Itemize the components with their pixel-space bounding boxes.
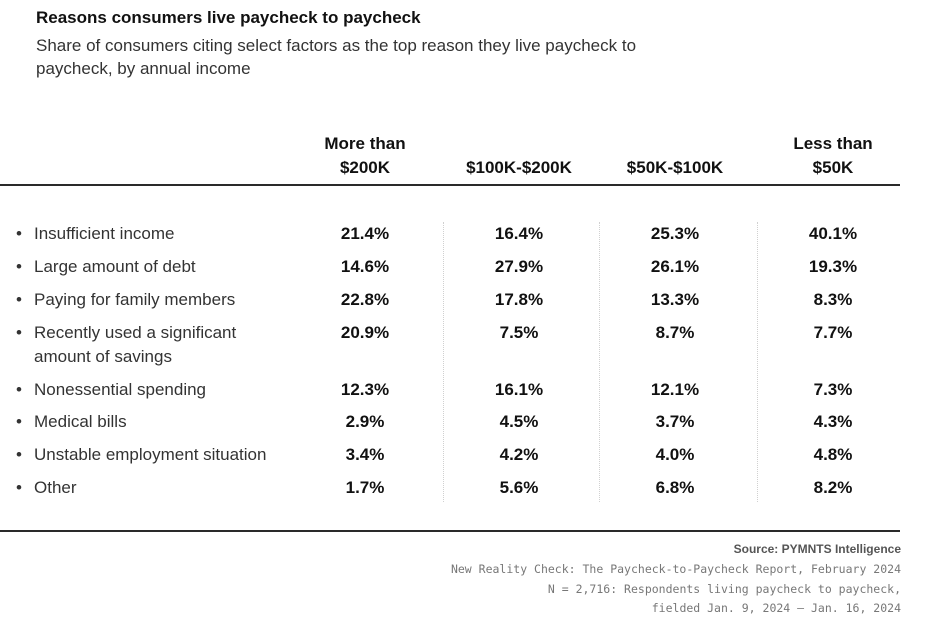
- column-header-line: $50K: [812, 158, 854, 177]
- table-cell: 4.0%: [655, 445, 695, 464]
- column-header-more-than-200k: More than $200K: [290, 132, 440, 180]
- source-line: fielded Jan. 9, 2024 – Jan. 16, 2024: [651, 601, 901, 615]
- row-label: Recently used a significant amount of sa…: [34, 323, 237, 366]
- chart-subtitle: Share of consumers citing select factors…: [36, 36, 637, 78]
- column-header-100k-200k: $100K-$200K: [466, 158, 572, 177]
- table-cell: 4.2%: [499, 445, 539, 464]
- table-cell: 8.3%: [813, 290, 853, 309]
- column-header-line: More than: [324, 134, 406, 153]
- table-cell: 25.3%: [650, 224, 700, 243]
- bullet-icon: •: [16, 380, 22, 399]
- bullet-icon: •: [16, 257, 22, 276]
- bullet-icon: •: [16, 412, 22, 431]
- table-cell: 2.9%: [345, 412, 385, 431]
- bullet-icon: •: [16, 323, 22, 342]
- row-label: Large amount of debt: [34, 257, 196, 276]
- table-cell: 21.4%: [340, 224, 390, 243]
- column-separator: [757, 222, 758, 502]
- table-cell: 3.4%: [345, 445, 385, 464]
- bullet-icon: •: [16, 290, 22, 309]
- table-cell: 8.7%: [655, 323, 695, 342]
- column-header-line: $200K: [339, 158, 391, 177]
- table-cell: 19.3%: [808, 257, 858, 276]
- table-cell: 5.6%: [499, 478, 539, 497]
- chart-title: Reasons consumers live paycheck to paych…: [36, 8, 421, 27]
- row-label: Insufficient income: [34, 224, 175, 243]
- table-cell: 16.1%: [494, 380, 544, 399]
- column-header-less-than-50k: Less than $50K: [758, 132, 908, 180]
- bullet-icon: •: [16, 445, 22, 464]
- column-separator: [599, 222, 600, 502]
- table-cell: 3.7%: [655, 412, 695, 431]
- table-cell: 27.9%: [494, 257, 544, 276]
- table-cell: 4.3%: [813, 412, 853, 431]
- source-heading: Source: PYMNTS Intelligence: [733, 542, 901, 556]
- footer-rule: [0, 530, 900, 532]
- table-cell: 8.2%: [813, 478, 853, 497]
- column-header-50k-100k: $50K-$100K: [626, 158, 724, 177]
- table-cell: 16.4%: [494, 224, 544, 243]
- row-label: Medical bills: [34, 412, 127, 431]
- table-cell: 12.3%: [340, 380, 390, 399]
- table-cell: 12.1%: [650, 380, 700, 399]
- bullet-icon: •: [16, 224, 22, 243]
- table-cell: 14.6%: [340, 257, 390, 276]
- column-header-line: Less than: [793, 134, 873, 153]
- table-cell: 7.7%: [813, 323, 853, 342]
- header-rule: [0, 184, 900, 186]
- table-cell: 4.5%: [499, 412, 539, 431]
- table-cell: 26.1%: [650, 257, 700, 276]
- table-cell: 22.8%: [340, 290, 390, 309]
- table-cell: 4.8%: [813, 445, 853, 464]
- table-cell: 13.3%: [650, 290, 700, 309]
- row-label: Nonessential spending: [34, 380, 207, 399]
- table-cell: 17.8%: [494, 290, 544, 309]
- row-label: Other: [34, 478, 77, 497]
- table-cell: 1.7%: [345, 478, 385, 497]
- bullet-icon: •: [16, 478, 22, 497]
- table-cell: 7.5%: [499, 323, 539, 342]
- table-cell: 40.1%: [808, 224, 858, 243]
- source-line: New Reality Check: The Paycheck-to-Paych…: [450, 562, 901, 576]
- column-separator: [443, 222, 444, 502]
- table-cell: 20.9%: [340, 323, 390, 342]
- table-cell: 6.8%: [655, 478, 695, 497]
- row-label: Unstable employment situation: [34, 445, 267, 464]
- row-label: Paying for family members: [34, 290, 236, 309]
- table-cell: 7.3%: [813, 380, 853, 399]
- source-line: N = 2,716: Respondents living paycheck t…: [547, 582, 901, 596]
